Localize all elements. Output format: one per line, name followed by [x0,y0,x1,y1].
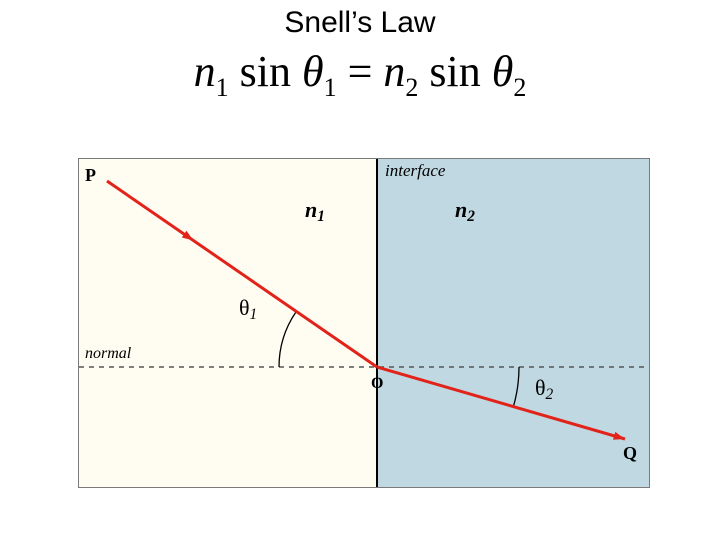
label-theta2-sub: 2 [546,386,554,403]
label-theta2: θ2 [535,375,553,404]
page-title: Snell’s Law [0,6,720,40]
label-point-o: O [371,375,383,393]
eq-n2-sub: 2 [405,73,418,102]
eq-n1: n [194,47,216,96]
eq-theta1: θ [302,47,324,96]
eq-sin1: sin [240,47,291,96]
eq-n1-sub: 1 [216,73,229,102]
eq-theta1-sub: 1 [324,73,337,102]
label-point-q: Q [623,443,637,464]
label-n1-sub: 1 [317,208,325,225]
label-n2-sub: 2 [467,208,475,225]
label-n2-text: n [455,197,467,222]
snell-equation: n1 sin θ1 = n2 sin θ2 [0,50,720,101]
label-theta2-text: θ [535,375,546,400]
label-interface: interface [385,161,445,181]
label-theta1: θ1 [239,295,257,324]
eq-n2: n [383,47,405,96]
refraction-svg [79,159,649,487]
label-n1-text: n [305,197,317,222]
label-n2: n2 [455,197,475,226]
eq-theta2-sub: 2 [513,73,526,102]
eq-equals: = [348,47,384,96]
eq-theta2: θ [492,47,514,96]
label-theta1-sub: 1 [250,306,258,323]
label-normal: normal [85,345,131,363]
label-theta1-text: θ [239,295,250,320]
label-point-p: P [85,165,96,186]
label-n1: n1 [305,197,325,226]
refraction-figure: P Q O interface n1 n2 θ1 θ2 normal [78,158,650,488]
eq-sin2: sin [429,47,480,96]
